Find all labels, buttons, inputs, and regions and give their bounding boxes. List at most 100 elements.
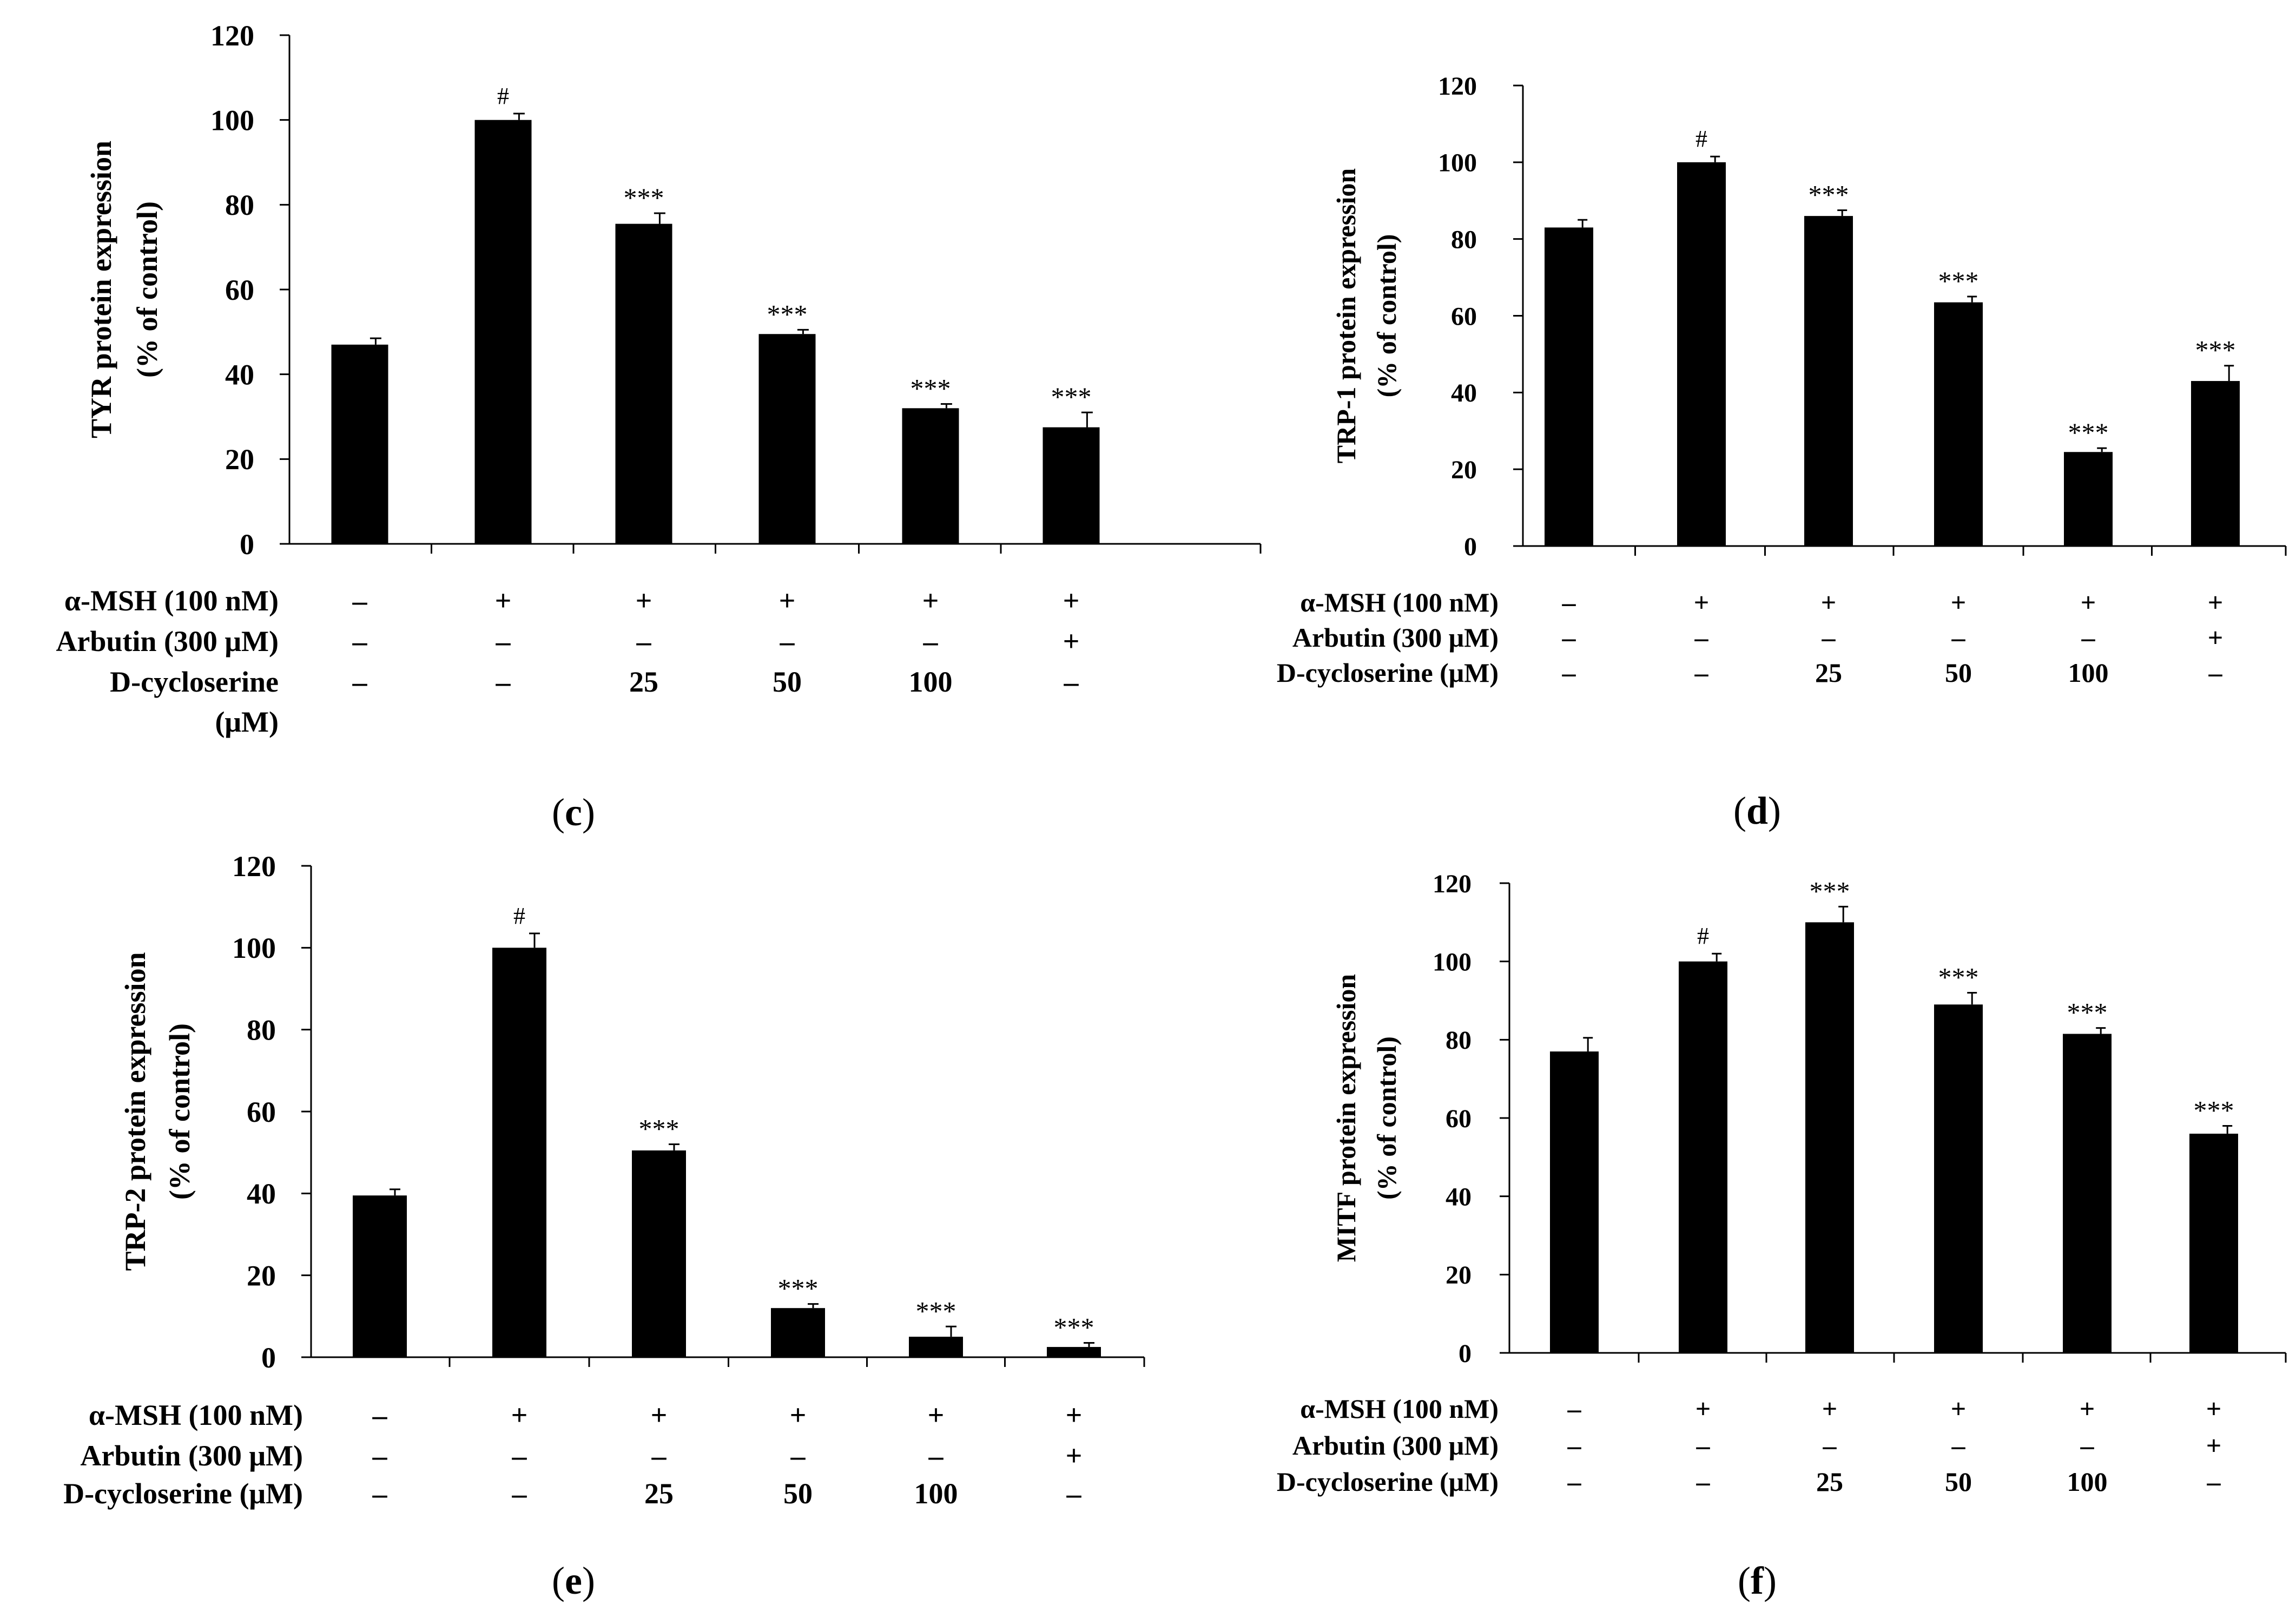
treatment-cell: – <box>1064 666 1079 698</box>
treatment-cell: + <box>928 1399 945 1431</box>
treatment-row-label: α-MSH (100 nM) <box>64 584 279 617</box>
treatment-cell: + <box>495 584 512 617</box>
chart-panel-e: 0 20 40 60 80 100 120 TRP-2 protein expression (… <box>63 850 1145 1602</box>
treatment-cell: – <box>1066 1477 1082 1510</box>
treatment-cell: 25 <box>629 666 658 698</box>
treatment-cell: – <box>352 625 368 658</box>
treatment-row-label: Arbutin (300 μM) <box>80 1439 303 1472</box>
treatment-cell: – <box>1951 1430 1966 1461</box>
treatment-cell: – <box>2208 658 2223 688</box>
chart-panel-d: 0 20 40 60 80 100 120 TRP-1 protein expression (… <box>1277 72 2287 832</box>
treatment-row-label: D-cycloserine (μM) <box>1277 658 1499 688</box>
treatment-cell: + <box>1063 625 1080 658</box>
significance-label: *** <box>1051 382 1092 412</box>
significance-label: *** <box>911 373 951 404</box>
treatment-cell: + <box>1066 1399 1083 1431</box>
y-tick-label: 40 <box>1446 1182 1472 1211</box>
bar <box>909 1337 963 1357</box>
treatment-cell: – <box>1567 1430 1582 1461</box>
y-tick-label: 0 <box>1459 1339 1472 1368</box>
bar <box>632 1150 686 1357</box>
y-tick-label: 60 <box>1451 302 1477 331</box>
treatment-row-label: D-cycloserine <box>110 666 279 698</box>
treatment-row-label: D-cycloserine (μM) <box>1277 1467 1499 1497</box>
bar <box>1550 1051 1599 1353</box>
treatment-cell: – <box>496 666 511 698</box>
bar <box>902 408 959 544</box>
panel-label: (e) <box>552 1559 595 1602</box>
treatment-cell: 100 <box>914 1477 958 1510</box>
treatment-cell: – <box>1822 622 1836 653</box>
significance-label: *** <box>2195 335 2236 365</box>
bar <box>2189 1133 2238 1353</box>
treatment-cell: + <box>2208 622 2224 653</box>
significance-label: *** <box>624 182 664 213</box>
treatment-cell: + <box>2206 1430 2222 1461</box>
significance-label: *** <box>778 1273 819 1304</box>
treatment-cell: – <box>1696 1430 1711 1461</box>
bar <box>353 1195 407 1357</box>
bar <box>1545 227 1593 546</box>
y-axis-title: MITF protein expression <box>1331 974 1361 1263</box>
treatment-cell: + <box>1063 584 1080 617</box>
y-tick-label: 60 <box>1446 1104 1472 1133</box>
significance-label: *** <box>767 299 808 329</box>
y-tick-label: 100 <box>1438 149 1477 177</box>
treatment-cell: – <box>352 666 368 698</box>
significance-label: *** <box>2068 417 2109 448</box>
y-tick-label: 120 <box>1433 870 1472 898</box>
bar <box>2191 381 2240 546</box>
bar <box>771 1308 825 1357</box>
treatment-cell: 50 <box>783 1477 813 1510</box>
treatment-cell: – <box>1567 1467 1582 1497</box>
y-tick-label: 20 <box>1451 456 1477 484</box>
bar <box>758 334 816 544</box>
significance-label: *** <box>1810 876 1850 906</box>
treatment-row-label: α-MSH (100 nM) <box>89 1399 303 1431</box>
treatment-cell: – <box>2207 1467 2221 1497</box>
treatment-cell: + <box>779 584 796 617</box>
y-tick-label: 120 <box>210 19 254 52</box>
bar <box>1805 922 1854 1353</box>
treatment-cell: + <box>511 1399 528 1431</box>
treatment-cell: + <box>1066 1439 1083 1472</box>
treatment-cell: + <box>1951 587 1967 617</box>
treatment-cell: – <box>780 625 795 658</box>
y-axis-title: TYR protein expression <box>85 141 117 438</box>
bar <box>1679 961 1727 1353</box>
significance-label: *** <box>639 1114 679 1144</box>
significance-label: # <box>513 903 525 929</box>
treatment-cell: 50 <box>1945 658 1972 688</box>
y-tick-label: 0 <box>1464 532 1477 561</box>
treatment-row-label: α-MSH (100 nM) <box>1300 1393 1499 1424</box>
treatment-cell: – <box>1951 622 1966 653</box>
treatment-cell: – <box>1696 1467 1711 1497</box>
treatment-row-label: Arbutin (300 μM) <box>56 625 279 658</box>
y-axis-title: TRP-2 protein expression <box>119 952 151 1271</box>
treatment-cell: – <box>2080 1430 2095 1461</box>
treatment-cell: + <box>2080 1393 2095 1424</box>
treatment-cell: – <box>1562 658 1576 688</box>
treatment-cell: + <box>1822 1393 1838 1424</box>
y-tick-label: 60 <box>225 274 254 306</box>
significance-label: *** <box>1938 266 1979 296</box>
treatment-cell: + <box>1821 587 1837 617</box>
y-tick-label: 20 <box>1446 1261 1472 1290</box>
y-tick-label: 100 <box>1433 948 1472 976</box>
y-tick-label: 80 <box>225 189 254 221</box>
bar <box>474 120 532 544</box>
treatment-row-label: Arbutin (300 μM) <box>1292 1430 1499 1461</box>
treatment-cell: + <box>1951 1393 1967 1424</box>
bar <box>1934 1004 1983 1353</box>
treatment-row-label: Arbutin (300 μM) <box>1292 622 1499 653</box>
treatment-cell: – <box>496 625 511 658</box>
significance-label: # <box>1697 923 1709 949</box>
treatment-cell: – <box>352 584 368 617</box>
y-tick-label: 80 <box>1446 1026 1472 1055</box>
treatment-cell: + <box>1695 1393 1711 1424</box>
bar <box>2063 1034 2112 1353</box>
significance-label: *** <box>1938 962 1979 992</box>
treatment-cell: – <box>1694 658 1709 688</box>
y-axis-subtitle: (% of control) <box>163 1023 196 1200</box>
